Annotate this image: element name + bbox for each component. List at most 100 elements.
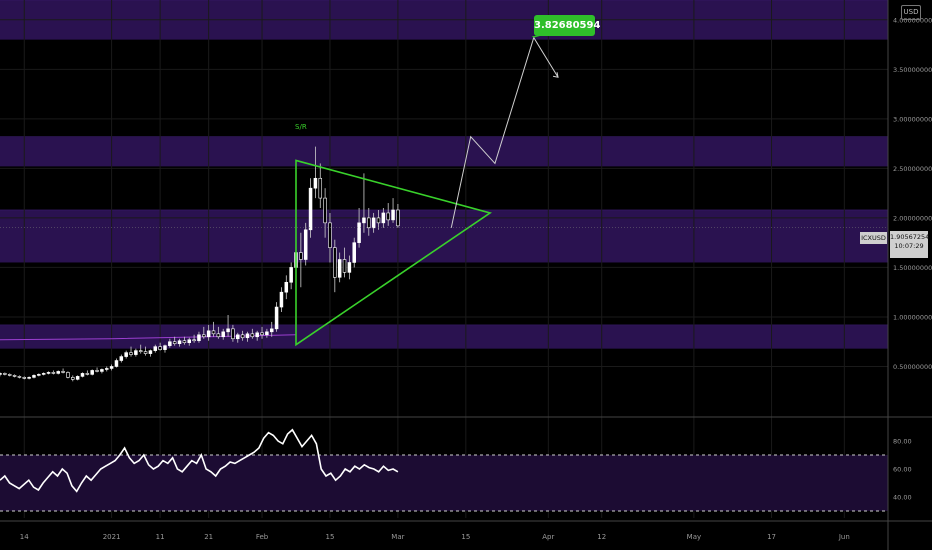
target-label[interactable]: 3.82680594 [534,15,600,36]
candle [313,177,318,189]
bar-countdown: 10:07:29 [894,242,924,250]
candle [51,372,56,374]
candle [27,377,31,379]
candle [260,332,264,336]
candle [46,372,51,374]
current-price-value: 1.90567254 [890,233,930,241]
candle [22,377,27,379]
candle [3,373,7,375]
candle [177,340,182,344]
candle [100,369,104,372]
candle [37,374,41,376]
candle [381,212,386,224]
x-tick-label: 17 [767,533,776,541]
x-tick-label: May [687,533,701,541]
projection-arrowhead [552,72,559,78]
candle [206,330,211,338]
x-tick-label: Feb [256,533,269,541]
candle [303,229,308,260]
candle [274,306,279,330]
candle [226,328,230,333]
candle [90,370,94,375]
candle [138,350,143,352]
target-label-pointer [531,36,540,38]
candle [396,209,400,227]
candle [371,217,376,229]
candle [308,187,313,231]
candle [347,262,352,273]
x-tick-label: Mar [391,533,404,541]
y-tick-label: 1.50000000 [893,264,932,272]
candle [129,352,133,355]
candle [289,267,293,283]
rsi-tick-label: 40.00 [893,494,912,502]
candle [240,334,245,339]
x-tick-label: 2021 [103,533,121,541]
candle [328,222,332,248]
candle [182,340,187,344]
labels: S/R [295,123,307,131]
x-tick-label: Apr [542,533,554,541]
candle [61,371,65,373]
currency-button[interactable]: USD [901,5,921,20]
triangle-pattern [295,159,492,347]
candle [7,374,12,376]
candle [158,346,162,350]
x-tick-label: 15 [461,533,470,541]
candle [362,217,366,224]
candle [231,328,235,340]
candle [148,350,153,354]
candle [284,281,289,293]
candle [391,209,395,221]
candle [134,350,138,355]
symbol-label: ICXUSD [860,232,887,244]
candle [12,375,17,377]
x-tick-label: 14 [20,533,29,541]
sr-zone [0,136,888,167]
x-tick-label: 11 [156,533,165,541]
candle [337,259,342,278]
candle [342,259,347,273]
candle [192,339,196,342]
candle [95,370,99,372]
candle [41,373,46,375]
candle [333,247,337,278]
candle [323,197,327,224]
candle [318,177,323,199]
candle [0,373,2,375]
candle [279,291,284,308]
candle [250,333,255,338]
sr-annotation: S/R [295,123,307,131]
x-tick-label: 21 [204,533,213,541]
candle [245,333,250,339]
candles [0,146,400,382]
candle [85,373,90,375]
candle [17,376,22,378]
candle [104,368,109,370]
candle [168,341,172,346]
drawings [0,36,888,347]
candle [114,360,119,367]
candle [119,356,124,361]
rsi-tick-label: 60.00 [893,466,912,474]
candle [216,333,221,338]
candle [357,222,361,243]
y-tick-label: 1.00000000 [893,313,932,321]
candle [255,332,259,338]
candle [269,328,274,333]
y-tick-label: 2.00000000 [893,214,932,222]
y-tick-label: 3.50000000 [893,66,932,74]
candle [187,339,192,344]
candle [352,242,356,263]
candle [221,331,225,338]
candle [32,375,36,378]
candle [66,372,70,378]
candle [265,331,269,336]
candle [376,217,381,224]
candle [202,334,206,338]
sr-zone [0,324,888,349]
candle [124,352,128,357]
candle [386,212,390,221]
